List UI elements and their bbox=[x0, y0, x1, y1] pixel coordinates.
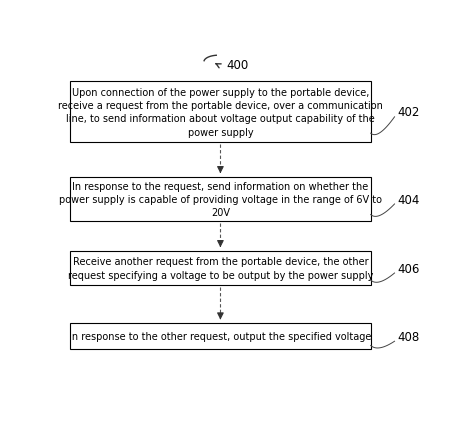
Text: Receive another request from the portable device, the other
request specifying a: Receive another request from the portabl… bbox=[68, 257, 373, 280]
Bar bbox=[70, 177, 371, 222]
Text: 404: 404 bbox=[397, 193, 420, 206]
Text: 408: 408 bbox=[397, 330, 420, 343]
Bar bbox=[70, 82, 371, 143]
Text: Upon connection of the power supply to the portable device,
receive a request fr: Upon connection of the power supply to t… bbox=[58, 88, 383, 137]
Text: 406: 406 bbox=[397, 262, 420, 275]
Bar bbox=[70, 323, 371, 350]
Text: In response to the other request, output the specified voltage: In response to the other request, output… bbox=[69, 331, 372, 342]
Text: 402: 402 bbox=[397, 106, 420, 119]
Text: 400: 400 bbox=[226, 58, 248, 72]
Text: In response to the request, send information on whether the
power supply is capa: In response to the request, send informa… bbox=[59, 181, 382, 218]
Bar bbox=[70, 251, 371, 286]
